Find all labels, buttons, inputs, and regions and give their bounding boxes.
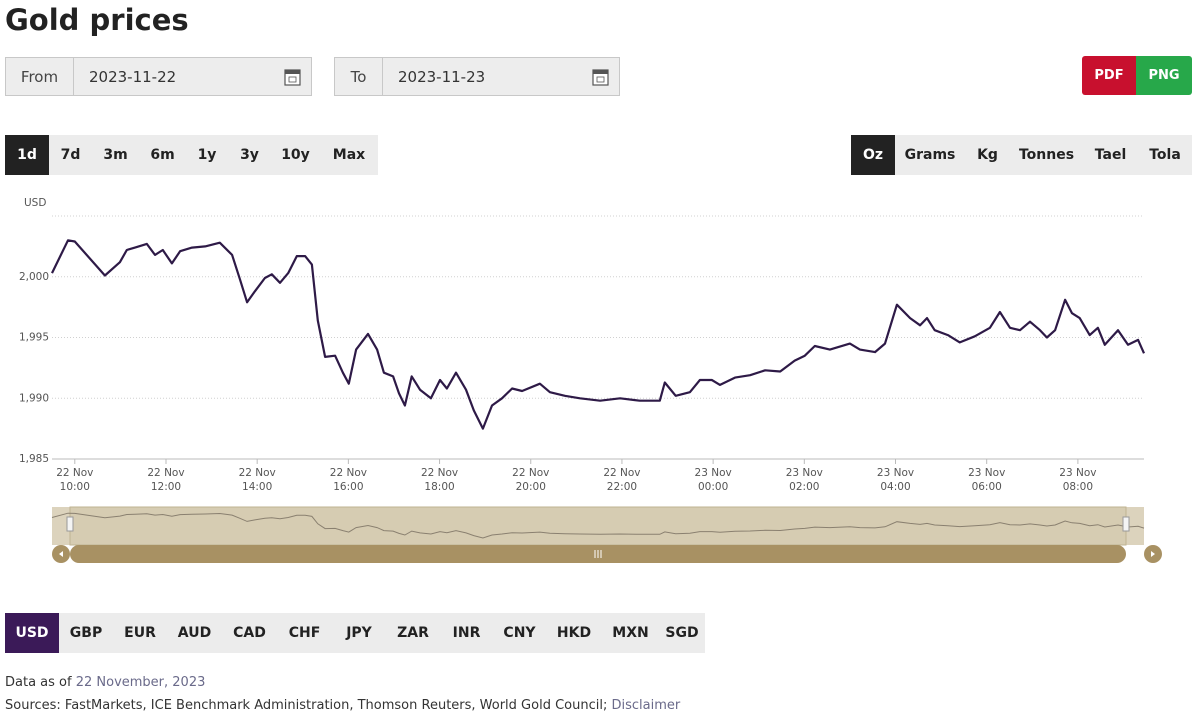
x-tick-label: 04:00 (880, 481, 910, 493)
x-tick-label: 22 Nov (330, 467, 367, 479)
x-tick-label: 08:00 (1063, 481, 1093, 493)
currency-tab[interactable]: USD (5, 613, 59, 653)
sources: Sources: FastMarkets, ICE Benchmark Admi… (5, 698, 680, 713)
navigator-handle (66, 516, 74, 532)
x-tick-label: 23 Nov (968, 467, 1005, 479)
data-as-of-label: Data as of (5, 675, 72, 690)
period-tab[interactable]: 1y (197, 147, 217, 163)
period-tab[interactable]: 3m (103, 147, 128, 163)
y-axis-label: USD (24, 197, 46, 209)
from-date[interactable]: From 2023-11-22 (5, 57, 312, 96)
sources-text: Sources: FastMarkets, ICE Benchmark Admi… (5, 698, 608, 713)
currency-tab[interactable]: GBP (69, 625, 103, 641)
period-tab[interactable]: 10y (281, 147, 310, 163)
currency-tab[interactable]: CNY (503, 625, 536, 641)
x-tick-label: 22 Nov (512, 467, 549, 479)
unit-tab[interactable]: Oz (851, 135, 895, 175)
period-tab[interactable]: 3y (240, 147, 259, 163)
from-value: 2023-11-22 (89, 67, 177, 86)
unit-tabs: Oz Grams Kg Tonnes Tael Tola (851, 135, 1192, 175)
currency-tab[interactable]: ZAR (397, 625, 429, 641)
currency-tab[interactable]: INR (452, 625, 481, 641)
unit-tab[interactable]: Tonnes (1018, 147, 1075, 163)
navigator-handle (1122, 516, 1130, 532)
x-tick-label: 22:00 (607, 481, 637, 493)
y-tick-label: 2,000 (19, 271, 49, 283)
currency-tabs: USD GBP EUR AUD CAD CHF JPY ZAR INR CNY HKD MXN SGD (5, 613, 705, 653)
currency-tab[interactable]: CAD (233, 625, 266, 641)
y-tick-label: 1,985 (19, 453, 49, 465)
calendar-icon[interactable] (592, 68, 609, 86)
page-title: Gold prices (5, 3, 189, 37)
x-tick-label: 16:00 (333, 481, 363, 493)
price-line (51, 239, 1146, 430)
from-label: From (6, 58, 74, 95)
currency-tab[interactable]: EUR (124, 625, 156, 641)
currency-tab[interactable]: SGD (665, 625, 699, 641)
disclaimer-link[interactable]: Disclaimer (611, 698, 681, 713)
x-tick-label: 23 Nov (695, 467, 732, 479)
data-as-of: Data as of 22 November, 2023 (5, 675, 205, 690)
currency-tab[interactable]: HKD (556, 625, 592, 641)
to-value: 2023-11-23 (398, 67, 486, 86)
period-tab[interactable]: 1d (5, 135, 49, 175)
x-tick-label: 02:00 (789, 481, 819, 493)
period-tab[interactable]: 6m (150, 147, 175, 163)
to-label: To (335, 58, 383, 95)
chart: USD 2,000 1,995 1,990 1,985 22 Nov 10:00 22 No… (19, 197, 1162, 563)
currency-tab[interactable]: MXN (612, 625, 649, 641)
x-tick-label: 23 Nov (877, 467, 914, 479)
x-tick-label: 23 Nov (1059, 467, 1096, 479)
data-date[interactable]: 22 November, 2023 (75, 675, 206, 690)
x-tick-label: 00:00 (698, 481, 728, 493)
x-tick-label: 22 Nov (603, 467, 640, 479)
x-tick-label: 22 Nov (147, 467, 184, 479)
currency-tab[interactable]: JPY (346, 625, 372, 641)
png-button[interactable]: PNG (1136, 56, 1192, 95)
pdf-button[interactable]: PDF (1082, 56, 1136, 95)
x-tick-label: 20:00 (516, 481, 546, 493)
y-tick-label: 1,995 (19, 332, 49, 344)
currency-tab[interactable]: CHF (288, 625, 321, 641)
x-tick-label: 22 Nov (56, 467, 93, 479)
unit-tab[interactable]: Tael (1094, 147, 1127, 163)
unit-tab[interactable]: Kg (977, 147, 998, 163)
period-tab[interactable]: Max (332, 147, 366, 163)
x-tick-label: 12:00 (151, 481, 181, 493)
to-date[interactable]: To 2023-11-23 (334, 57, 620, 96)
x-tick-label: 14:00 (242, 481, 272, 493)
unit-tab[interactable]: Tola (1149, 147, 1181, 163)
x-tick-label: 10:00 (60, 481, 90, 493)
currency-tab[interactable]: AUD (177, 625, 212, 641)
x-tick-label: 22 Nov (239, 467, 276, 479)
x-tick-label: 18:00 (424, 481, 454, 493)
calendar-icon[interactable] (284, 68, 301, 86)
period-tab[interactable]: 7d (60, 147, 81, 163)
x-tick-label: 23 Nov (786, 467, 823, 479)
period-tabs: 1d 7d 3m 6m 1y 3y 10y Max (5, 135, 378, 175)
scroll-grip (594, 550, 602, 558)
unit-tab[interactable]: Grams (904, 147, 956, 163)
y-tick-label: 1,990 (19, 392, 49, 404)
navigator-line (51, 512, 1145, 539)
x-tick-label: 06:00 (972, 481, 1002, 493)
x-tick-label: 22 Nov (421, 467, 458, 479)
